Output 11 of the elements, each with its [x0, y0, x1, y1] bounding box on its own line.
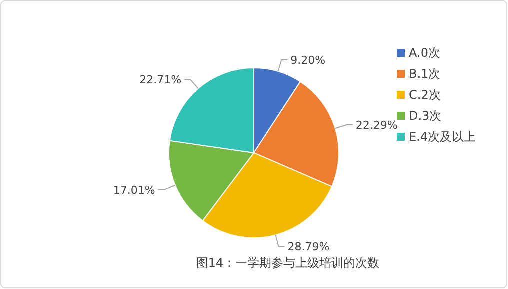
text: 图14：一学期参与上级培训的次数 [196, 256, 380, 270]
data-label: 28.79% [288, 240, 330, 254]
legend-label: D.3次 [409, 109, 442, 124]
data-label: 17.01% [113, 184, 156, 197]
data-label: 22.71% [140, 74, 182, 87]
data-label: 9.20% [290, 54, 326, 67]
legend-label: B.1次 [409, 67, 441, 82]
legend-label: C.2次 [409, 88, 441, 102]
legend-label: A.0次 [409, 46, 440, 60]
legend-label: E.4次及以上 [409, 130, 476, 144]
data-label: 22.29% [356, 118, 398, 132]
